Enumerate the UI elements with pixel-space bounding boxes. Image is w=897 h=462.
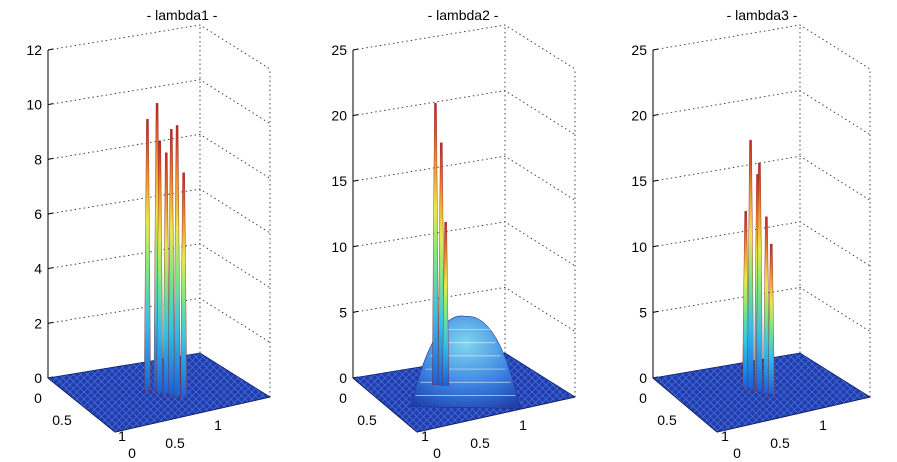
chart-title: - lambda3 - <box>727 7 798 23</box>
grid-line <box>352 90 576 135</box>
z-tick-label: 8 <box>34 151 42 167</box>
surface-spike <box>747 139 754 390</box>
z-tick-label: 15 <box>631 173 647 189</box>
grid-line <box>47 188 271 234</box>
grid-line <box>47 133 271 179</box>
grid-line <box>47 243 271 289</box>
z-tick-mark <box>652 310 659 313</box>
grid-line <box>652 221 871 267</box>
grid-line <box>352 286 576 332</box>
y-tick-label: 1 <box>721 428 729 444</box>
z-tick-label: 10 <box>331 239 347 255</box>
z-ticks: 0 5 10 15 20 25 <box>631 42 659 386</box>
chart-title: - lambda2 - <box>428 7 499 23</box>
z-tick-mark <box>47 267 54 270</box>
surface-spike <box>442 221 450 386</box>
surface-spike <box>156 140 164 394</box>
surface-spike <box>742 210 750 388</box>
surface-spike <box>167 129 175 396</box>
z-tick-mark <box>652 245 659 248</box>
z-ticks: 0 2 4 6 8 10 12 <box>26 42 54 386</box>
y-tick-label: 0.5 <box>357 412 377 428</box>
z-tick-mark <box>352 48 359 51</box>
z-tick-label: 5 <box>639 304 647 320</box>
z-tick-label: 10 <box>26 97 42 113</box>
x-tick-label: 1 <box>214 417 222 433</box>
grid-line <box>352 155 576 201</box>
y-tick-label: 0 <box>339 390 347 406</box>
x-tick-label: 0 <box>128 445 136 461</box>
z-tick-label: 0 <box>639 370 647 386</box>
y-tick-label: 0.5 <box>657 412 677 428</box>
z-tick-label: 0 <box>34 370 42 386</box>
x-tick-label: 0.5 <box>470 435 490 451</box>
grid-line <box>652 155 871 201</box>
z-tick-mark <box>652 179 659 182</box>
surface-spike <box>763 216 770 394</box>
z-tick-label: 20 <box>631 108 647 124</box>
x-tick-label: 0 <box>733 445 741 461</box>
grid-line <box>652 24 871 70</box>
z-tick-mark <box>47 103 54 106</box>
z-tick-label: 5 <box>339 304 347 320</box>
y-tick-label: 0 <box>639 390 647 406</box>
grid-line <box>352 24 576 70</box>
z-tick-mark <box>352 245 359 248</box>
surface-plot <box>652 139 872 433</box>
z-tick-label: 10 <box>631 239 647 255</box>
z-tick-label: 0 <box>339 370 347 386</box>
grid-line <box>652 90 871 135</box>
z-tick-mark <box>652 114 659 117</box>
y-tick-label: 1 <box>421 428 429 444</box>
surface-plot <box>352 102 577 433</box>
grid-line <box>652 286 871 332</box>
z-tick-mark <box>652 48 659 51</box>
z-tick-mark <box>352 114 359 117</box>
z-tick-label: 25 <box>331 42 347 58</box>
surface-spike <box>756 162 763 393</box>
z-tick-label: 25 <box>631 42 647 58</box>
z-tick-label: 12 <box>26 42 42 58</box>
z-tick-label: 2 <box>34 315 42 331</box>
x-tick-label: 0.5 <box>165 435 185 451</box>
z-tick-label: 4 <box>34 261 42 277</box>
surface-plot <box>47 103 272 433</box>
x-tick-label: 1 <box>819 417 827 433</box>
x-tick-label: 0 <box>433 445 441 461</box>
surface-spike <box>173 125 181 397</box>
x-tick-label: 1 <box>519 417 527 433</box>
grid-line <box>47 79 271 125</box>
z-tick-mark <box>47 212 54 215</box>
grid-line <box>47 297 271 343</box>
z-tick-mark <box>47 321 54 324</box>
surface-spike <box>144 119 151 391</box>
z-tick-label: 15 <box>331 173 347 189</box>
z-tick-mark <box>47 48 54 51</box>
z-ticks: 0 5 10 15 20 25 <box>331 42 359 386</box>
y-tick-label: 0.5 <box>52 412 72 428</box>
x-tick-label: 0.5 <box>770 435 790 451</box>
y-tick-label: 0 <box>34 390 42 406</box>
surface-spike <box>162 152 170 394</box>
grid-line <box>47 24 271 70</box>
surface-spike <box>767 243 775 395</box>
chart-title: - lambda1 - <box>147 7 218 23</box>
y-tick-label: 1 <box>118 428 126 444</box>
z-tick-label: 6 <box>34 206 42 222</box>
grid-line <box>352 221 576 267</box>
z-tick-mark <box>352 310 359 313</box>
surface-spike <box>180 172 188 398</box>
z-tick-mark <box>47 157 54 160</box>
z-tick-mark <box>352 179 359 182</box>
surface-spike <box>432 102 439 385</box>
z-tick-label: 20 <box>331 108 347 124</box>
